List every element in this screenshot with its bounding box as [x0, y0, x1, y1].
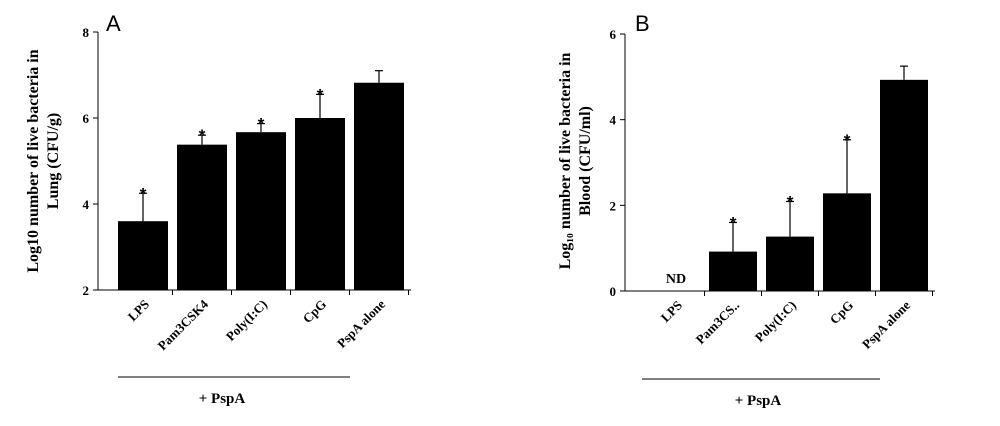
panel-a-y-tick-label: 6 [83, 111, 90, 126]
panel-b-category-label: Poly(I:C) [752, 298, 799, 345]
panel-a-category-label: PspA alone [334, 296, 388, 350]
panel-a-y-tick-label: 4 [83, 197, 90, 212]
panel-b-category-label: CpG [827, 298, 857, 328]
panel-b-ylabel-line1: Log₁₀ number of live bacteria in [557, 52, 574, 269]
panel-a-category-label: Pam3CSK4 [155, 296, 212, 353]
panel-a-significance-star: * [258, 115, 265, 134]
panel-a-category-label: LPS [125, 297, 152, 324]
panel-b-bar [823, 193, 871, 291]
panel-b-significance-star: * [730, 213, 737, 232]
panel-a-bar [236, 132, 286, 290]
panel-b-y-tick-label: 4 [610, 113, 617, 128]
panel-a-category-label: CpG [300, 297, 330, 327]
panel-b-y-tick-label: 6 [610, 27, 617, 42]
panel-b-category-label: Pam3CS.. [693, 298, 742, 347]
panel-a-bar [354, 82, 404, 291]
panel-a-significance-star: * [317, 85, 324, 104]
panel-b-y-tick-label: 0 [610, 284, 617, 299]
panel-b-group-label: + PspA [735, 393, 782, 409]
panel-a-bar [118, 221, 168, 290]
panel-b-bar [880, 79, 928, 291]
panel-a-ylabel-line1: Log10 number of live bacteria in [25, 49, 42, 272]
panel-b-bar [766, 236, 814, 291]
panel-b-y-tick-label: 2 [610, 198, 617, 213]
panel-a-bar [177, 144, 227, 290]
panel-a-category-label: Poly(I:C) [223, 297, 270, 344]
panel-a-ylabel-line2: Lung (CFU/g) [45, 113, 62, 209]
panel-b-bar [709, 251, 757, 291]
panel-a-bar-chart: A Log10 number of live bacteria in Lung … [25, 11, 411, 407]
panel-b-category-label: LPS [658, 298, 685, 325]
panel-b-bar-chart: B Log₁₀ number of live bacteria in Blood… [557, 11, 935, 409]
panel-b-significance-star: * [844, 131, 851, 150]
panel-b-significance-star: * [787, 192, 794, 211]
panel-b-plot-area: 0 2 4 6 ND LPS * Pam3CS.. * Poly(I:C) * CpG PspA alo… [610, 27, 935, 352]
panel-a-bar [295, 118, 345, 290]
panel-a-y-tick-label: 2 [83, 283, 90, 298]
panel-b-not-detected-label: ND [666, 272, 686, 287]
panel-a-group-label: + PspA [199, 391, 246, 407]
panel-a-significance-star: * [199, 126, 206, 145]
panel-a-plot-area: 2 4 6 8 * LPS * Pam3CSK4 * Poly(I:C) * CpG PspA alon… [83, 25, 411, 353]
panel-b-category-label: PspA alone [859, 297, 913, 351]
panel-a-label: A [106, 11, 121, 36]
panel-b-label: B [635, 11, 650, 36]
panel-a-y-tick-label: 8 [83, 25, 90, 40]
panel-a-significance-star: * [140, 184, 147, 203]
panel-b-ylabel-line2: Blood (CFU/ml) [577, 106, 594, 216]
